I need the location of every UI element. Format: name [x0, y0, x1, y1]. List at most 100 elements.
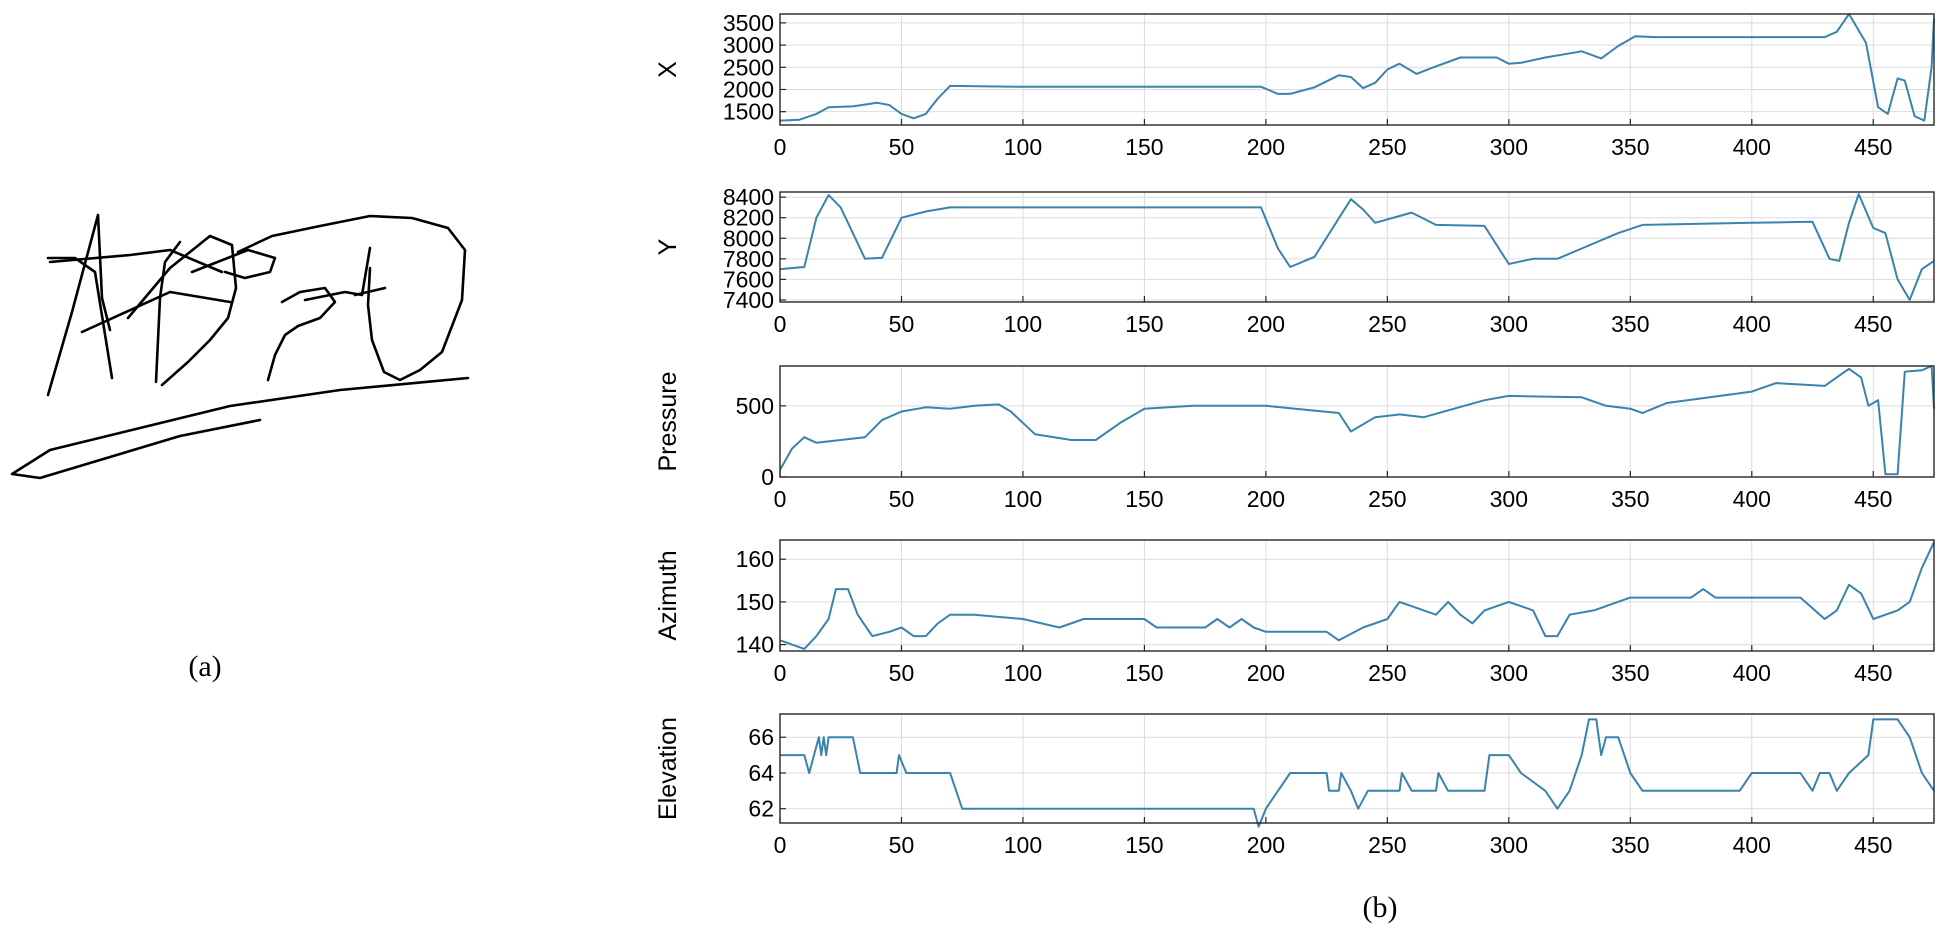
x-tick-label: 200 [1247, 660, 1285, 686]
x-tick-label: 50 [889, 134, 915, 160]
x-tick-label: 300 [1490, 486, 1528, 512]
series-line [779, 193, 1935, 301]
plot-area [780, 366, 1934, 477]
x-tick-label: 400 [1733, 832, 1771, 858]
plot-area [780, 540, 1934, 651]
x-tick-label: 150 [1125, 311, 1163, 337]
series-line [780, 718, 1935, 828]
y-tick-label: 8200 [723, 205, 774, 231]
axes-frame [779, 191, 1935, 303]
y-tick-label: 64 [748, 760, 774, 786]
y-tick-label: 1500 [723, 99, 774, 125]
chart-x-coordinate: 0 50 100 150 200 250 300 350 400 4501500200025003… [654, 10, 1935, 160]
time-series-panel: 0 50 100 150 200 250 300 350 400 4501500200025003… [654, 10, 1935, 924]
x-tick-label: 50 [889, 486, 915, 512]
y-axis-label: Y [654, 238, 682, 255]
x-tick-label: 100 [1004, 311, 1042, 337]
y-tick-label: 2500 [723, 54, 774, 80]
caption-b: (b) [1363, 891, 1398, 924]
y-axis-label: X [654, 61, 682, 78]
signature-stroke [154, 240, 182, 384]
x-tick-label: 150 [1125, 660, 1163, 686]
y-tick-label: 160 [736, 546, 774, 572]
x-tick-label: 50 [889, 660, 915, 686]
x-tick-label: 400 [1733, 134, 1771, 160]
y-tick-label: 3500 [723, 10, 774, 36]
x-tick-label: 0 [774, 486, 787, 512]
x-tick-label: 450 [1854, 832, 1892, 858]
y-axis-label: Azimuth [654, 550, 682, 640]
chart-azimuth: 0 50 100 150 200 250 300 350 400 450 140 150 160 Azim… [654, 539, 1935, 686]
x-tick-label: 150 [1125, 486, 1163, 512]
x-tick-label: 50 [889, 311, 915, 337]
x-tick-label: 400 [1733, 660, 1771, 686]
y-tick-label: 150 [736, 589, 774, 615]
y-tick-label: 0 [761, 464, 774, 490]
y-tick-label: 7400 [723, 287, 774, 313]
series-line [779, 13, 1935, 122]
signature-stroke [10, 376, 470, 480]
signature-drawing [10, 213, 470, 480]
axes-frame [779, 13, 1935, 126]
x-tick-label: 300 [1490, 134, 1528, 160]
x-tick-label: 200 [1247, 134, 1285, 160]
x-tick-label: 350 [1611, 486, 1649, 512]
x-tick-label: 0 [774, 660, 787, 686]
x-tick-label: 0 [774, 832, 787, 858]
x-tick-label: 100 [1004, 134, 1042, 160]
y-axis-label: Pressure [654, 371, 682, 471]
y-tick-label: 7600 [723, 266, 774, 292]
x-tick-label: 250 [1368, 311, 1406, 337]
y-tick-label: 3000 [723, 32, 774, 58]
chart-pressure: 0 50 100 150 200 250 300 350 400 450 0 500 Pressure [654, 365, 1935, 512]
x-tick-label: 200 [1247, 486, 1285, 512]
x-tick-label: 200 [1247, 311, 1285, 337]
x-tick-label: 150 [1125, 134, 1163, 160]
x-tick-label: 300 [1490, 311, 1528, 337]
x-tick-label: 100 [1004, 832, 1042, 858]
plot-area [780, 14, 1934, 125]
signature-stroke [303, 246, 372, 302]
chart-elevation: 0 50 100 150 200 250 300 350 400 450 62 64 66 Elevati… [654, 713, 1935, 858]
y-tick-label: 8400 [723, 184, 774, 210]
x-tick-label: 200 [1247, 832, 1285, 858]
x-tick-label: 450 [1854, 660, 1892, 686]
x-tick-label: 300 [1490, 832, 1528, 858]
series-line [779, 541, 1935, 650]
chart-y-coordinate: 0 50 100 150 200 250 300 350 400 4507400760078008… [654, 184, 1935, 337]
y-tick-label: 8000 [723, 225, 774, 251]
x-tick-label: 250 [1368, 660, 1406, 686]
x-tick-label: 250 [1368, 832, 1406, 858]
caption-a: (a) [188, 650, 221, 683]
signature-stroke [126, 234, 238, 387]
x-tick-label: 450 [1854, 486, 1892, 512]
y-tick-label: 62 [748, 796, 774, 822]
signature-panel: (a) [10, 213, 470, 683]
axes-frame [779, 365, 1935, 478]
x-tick-label: 250 [1368, 486, 1406, 512]
signature-stroke [48, 248, 224, 274]
plot-area [780, 192, 1934, 302]
x-tick-label: 150 [1125, 832, 1163, 858]
y-tick-label: 140 [736, 632, 774, 658]
x-tick-label: 400 [1733, 311, 1771, 337]
x-tick-label: 450 [1854, 311, 1892, 337]
series-line [779, 365, 1935, 476]
x-tick-label: 350 [1611, 311, 1649, 337]
x-tick-label: 0 [774, 311, 787, 337]
x-tick-label: 300 [1490, 660, 1528, 686]
x-tick-label: 450 [1854, 134, 1892, 160]
signature-stroke [190, 248, 277, 280]
y-tick-label: 500 [736, 393, 774, 419]
y-tick-label: 7800 [723, 246, 774, 272]
signature-stroke [80, 290, 232, 334]
signature-stroke [46, 213, 112, 397]
signature-stroke [266, 286, 337, 382]
signature-stroke [236, 214, 467, 382]
x-tick-label: 350 [1611, 134, 1649, 160]
x-tick-label: 350 [1611, 832, 1649, 858]
x-tick-label: 250 [1368, 134, 1406, 160]
x-tick-label: 50 [889, 832, 915, 858]
y-tick-label: 2000 [723, 76, 774, 102]
